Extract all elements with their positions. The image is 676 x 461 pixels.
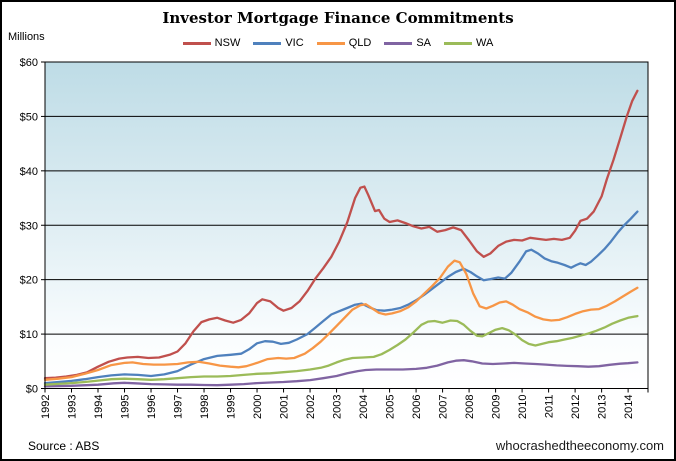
y-tick-label: $60: [20, 57, 38, 69]
series-line-qld: [43, 259, 639, 381]
legend-swatch-sa: [384, 41, 413, 45]
legend-swatch-vic: [253, 41, 282, 45]
x-tick-label: 1992: [40, 395, 52, 419]
legend-label: SA: [416, 37, 431, 49]
chart-title: Investor Mortgage Finance Commitments: [162, 9, 514, 27]
legend-item-qld: QLD: [316, 37, 372, 49]
x-tick-label: 1994: [93, 395, 105, 419]
series-line-sa: [43, 359, 639, 388]
legend-label: NSW: [214, 37, 241, 49]
y-tick-label: $20: [20, 275, 38, 287]
series-line-wa: [43, 314, 639, 386]
legend-item-sa: SA: [384, 37, 431, 49]
legend-item-wa: WA: [444, 37, 493, 49]
x-tick-label: 2008: [464, 395, 476, 419]
legend-swatch-qld: [316, 41, 345, 45]
chart-legend: NSW VIC QLD SA WA: [0, 37, 676, 49]
x-tick-label: 2002: [305, 395, 317, 419]
x-tick-label: 2007: [438, 395, 450, 419]
y-axis-unit-label: Millions: [8, 31, 45, 43]
x-tick-label: 2012: [570, 395, 582, 419]
x-tick-label: 1995: [120, 395, 132, 419]
plot-border: [44, 61, 649, 389]
x-tick-label: 2013: [597, 395, 609, 419]
x-tick-label: 2010: [517, 395, 529, 419]
x-tick-label: 1993: [67, 395, 79, 419]
x-tick-label: 2000: [252, 395, 264, 419]
x-tick-label: 2006: [411, 395, 423, 419]
x-tick-label: 2011: [544, 395, 556, 419]
legend-label: VIC: [285, 37, 304, 49]
series-line-nsw: [43, 89, 639, 380]
source-note: Source : ABS: [28, 439, 100, 453]
y-tick-label: $40: [20, 166, 38, 178]
legend-label: WA: [476, 37, 494, 49]
y-tick-label: $0: [26, 384, 38, 396]
x-tick-label: 1997: [173, 395, 185, 419]
y-tick-label: $30: [20, 220, 38, 232]
x-tick-label: 1999: [226, 395, 238, 419]
x-tick-label: 2004: [358, 395, 370, 419]
watermark-url: whocrashedtheeconomy.com: [495, 438, 664, 453]
legend-item-vic: VIC: [253, 37, 304, 49]
x-tick-label: 2005: [385, 395, 397, 419]
x-tick-label: 2003: [332, 395, 344, 419]
x-tick-label: 2009: [491, 394, 503, 418]
y-tick-label: $50: [20, 111, 38, 123]
legend-label: QLD: [348, 37, 372, 49]
x-tick-label: 1998: [199, 395, 211, 419]
legend-swatch-nsw: [182, 41, 211, 45]
x-tick-label: 2014: [623, 395, 635, 419]
legend-item-nsw: NSW: [182, 37, 241, 49]
x-tick-label: 2001: [279, 395, 291, 419]
legend-swatch-wa: [444, 41, 472, 45]
y-tick-label: $10: [20, 329, 38, 341]
x-tick-label: 1996: [146, 395, 158, 419]
